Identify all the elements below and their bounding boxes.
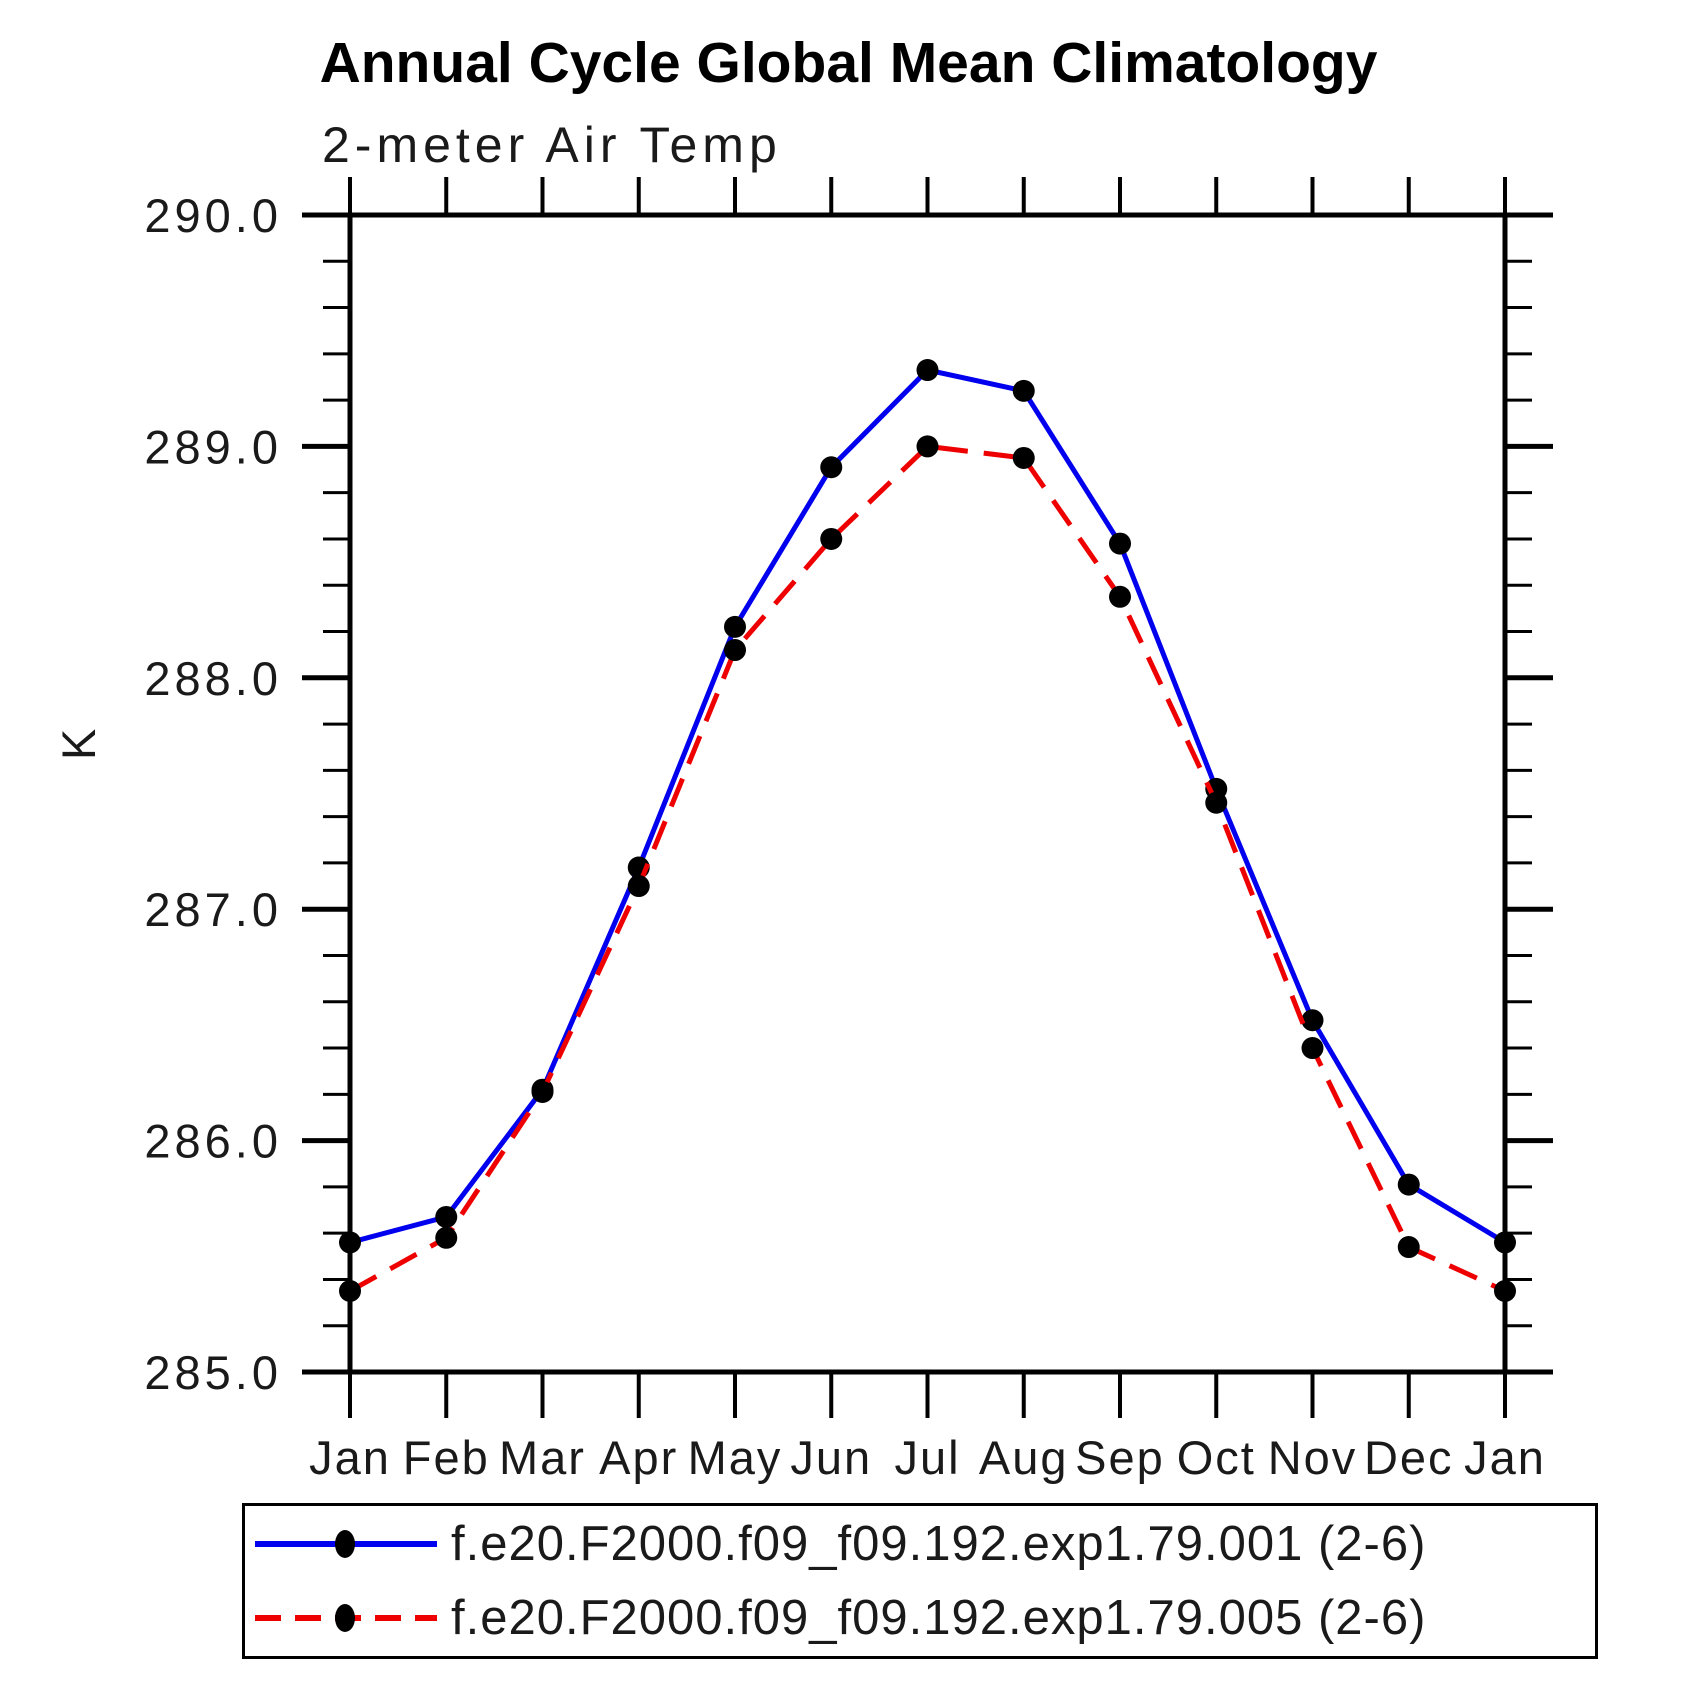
data-point-marker bbox=[339, 1280, 361, 1303]
x-tick-label: Jan bbox=[1464, 1431, 1546, 1484]
x-tick-label: Mar bbox=[499, 1431, 586, 1484]
data-point-marker bbox=[339, 1231, 361, 1254]
data-point-marker bbox=[1494, 1280, 1516, 1303]
data-point-marker bbox=[1397, 1236, 1420, 1259]
data-point-marker bbox=[724, 639, 746, 662]
data-point-marker bbox=[435, 1205, 458, 1228]
data-point-marker bbox=[1397, 1173, 1420, 1196]
legend-marker bbox=[335, 1530, 355, 1559]
data-point-marker bbox=[916, 435, 939, 458]
data-point-marker bbox=[1205, 791, 1228, 814]
legend-sample-line-solid bbox=[255, 1530, 437, 1559]
chart-title: Annual Cycle Global Mean Climatology bbox=[319, 31, 1378, 95]
x-tick-label: Jul bbox=[894, 1431, 960, 1484]
data-point-marker bbox=[1301, 1009, 1324, 1032]
data-point-marker bbox=[435, 1226, 458, 1249]
data-point-marker bbox=[1109, 532, 1131, 555]
x-tick-label: Oct bbox=[1177, 1431, 1256, 1484]
data-point-marker bbox=[820, 527, 843, 550]
x-tick-label: Nov bbox=[1268, 1431, 1358, 1484]
legend-entry: f.e20.F2000.f09_f09.192.exp1.79.005 (2-6… bbox=[245, 1583, 1595, 1653]
x-tick-label: Jan bbox=[309, 1431, 391, 1484]
data-point-marker bbox=[627, 875, 650, 898]
data-point-marker bbox=[1301, 1037, 1324, 1060]
y-tick-label: 289.0 bbox=[144, 420, 282, 473]
data-point-marker bbox=[1494, 1231, 1516, 1254]
legend-marker bbox=[335, 1603, 355, 1632]
x-tick-label: Apr bbox=[599, 1431, 678, 1484]
legend-label: f.e20.F2000.f09_f09.192.exp1.79.001 (2-6… bbox=[451, 1517, 1427, 1572]
data-point-marker bbox=[820, 456, 843, 479]
data-point-marker bbox=[1012, 379, 1035, 402]
chart-subtitle: 2-meter Air Temp bbox=[322, 117, 782, 173]
legend: f.e20.F2000.f09_f09.192.exp1.79.001 (2-6… bbox=[242, 1503, 1598, 1659]
x-tick-label: Dec bbox=[1364, 1431, 1454, 1484]
x-tick-label: May bbox=[688, 1431, 783, 1484]
legend-label: f.e20.F2000.f09_f09.192.exp1.79.005 (2-6… bbox=[451, 1590, 1427, 1645]
data-point-marker bbox=[531, 1081, 554, 1104]
x-tick-label: Feb bbox=[403, 1431, 490, 1484]
data-point-marker bbox=[916, 359, 939, 382]
y-tick-label: 286.0 bbox=[144, 1115, 282, 1168]
y-tick-label: 287.0 bbox=[144, 883, 282, 936]
series-line-1 bbox=[349, 367, 1507, 1245]
series-line-2 bbox=[348, 443, 1507, 1294]
legend-entry: f.e20.F2000.f09_f09.192.exp1.79.001 (2-6… bbox=[245, 1509, 1595, 1579]
x-tick-label: Jun bbox=[790, 1431, 872, 1484]
x-tick-label: Aug bbox=[979, 1431, 1069, 1484]
y-tick-label: 285.0 bbox=[144, 1346, 282, 1399]
y-tick-label: 290.0 bbox=[144, 189, 282, 242]
x-tick-label: Sep bbox=[1075, 1431, 1165, 1484]
axis-frame bbox=[347, 212, 1508, 1375]
data-point-marker bbox=[724, 615, 746, 638]
y-tick-label: 288.0 bbox=[144, 652, 282, 705]
data-point-marker bbox=[1012, 446, 1035, 469]
data-point-marker bbox=[1109, 585, 1131, 608]
legend-sample-line-dashed bbox=[255, 1603, 437, 1632]
